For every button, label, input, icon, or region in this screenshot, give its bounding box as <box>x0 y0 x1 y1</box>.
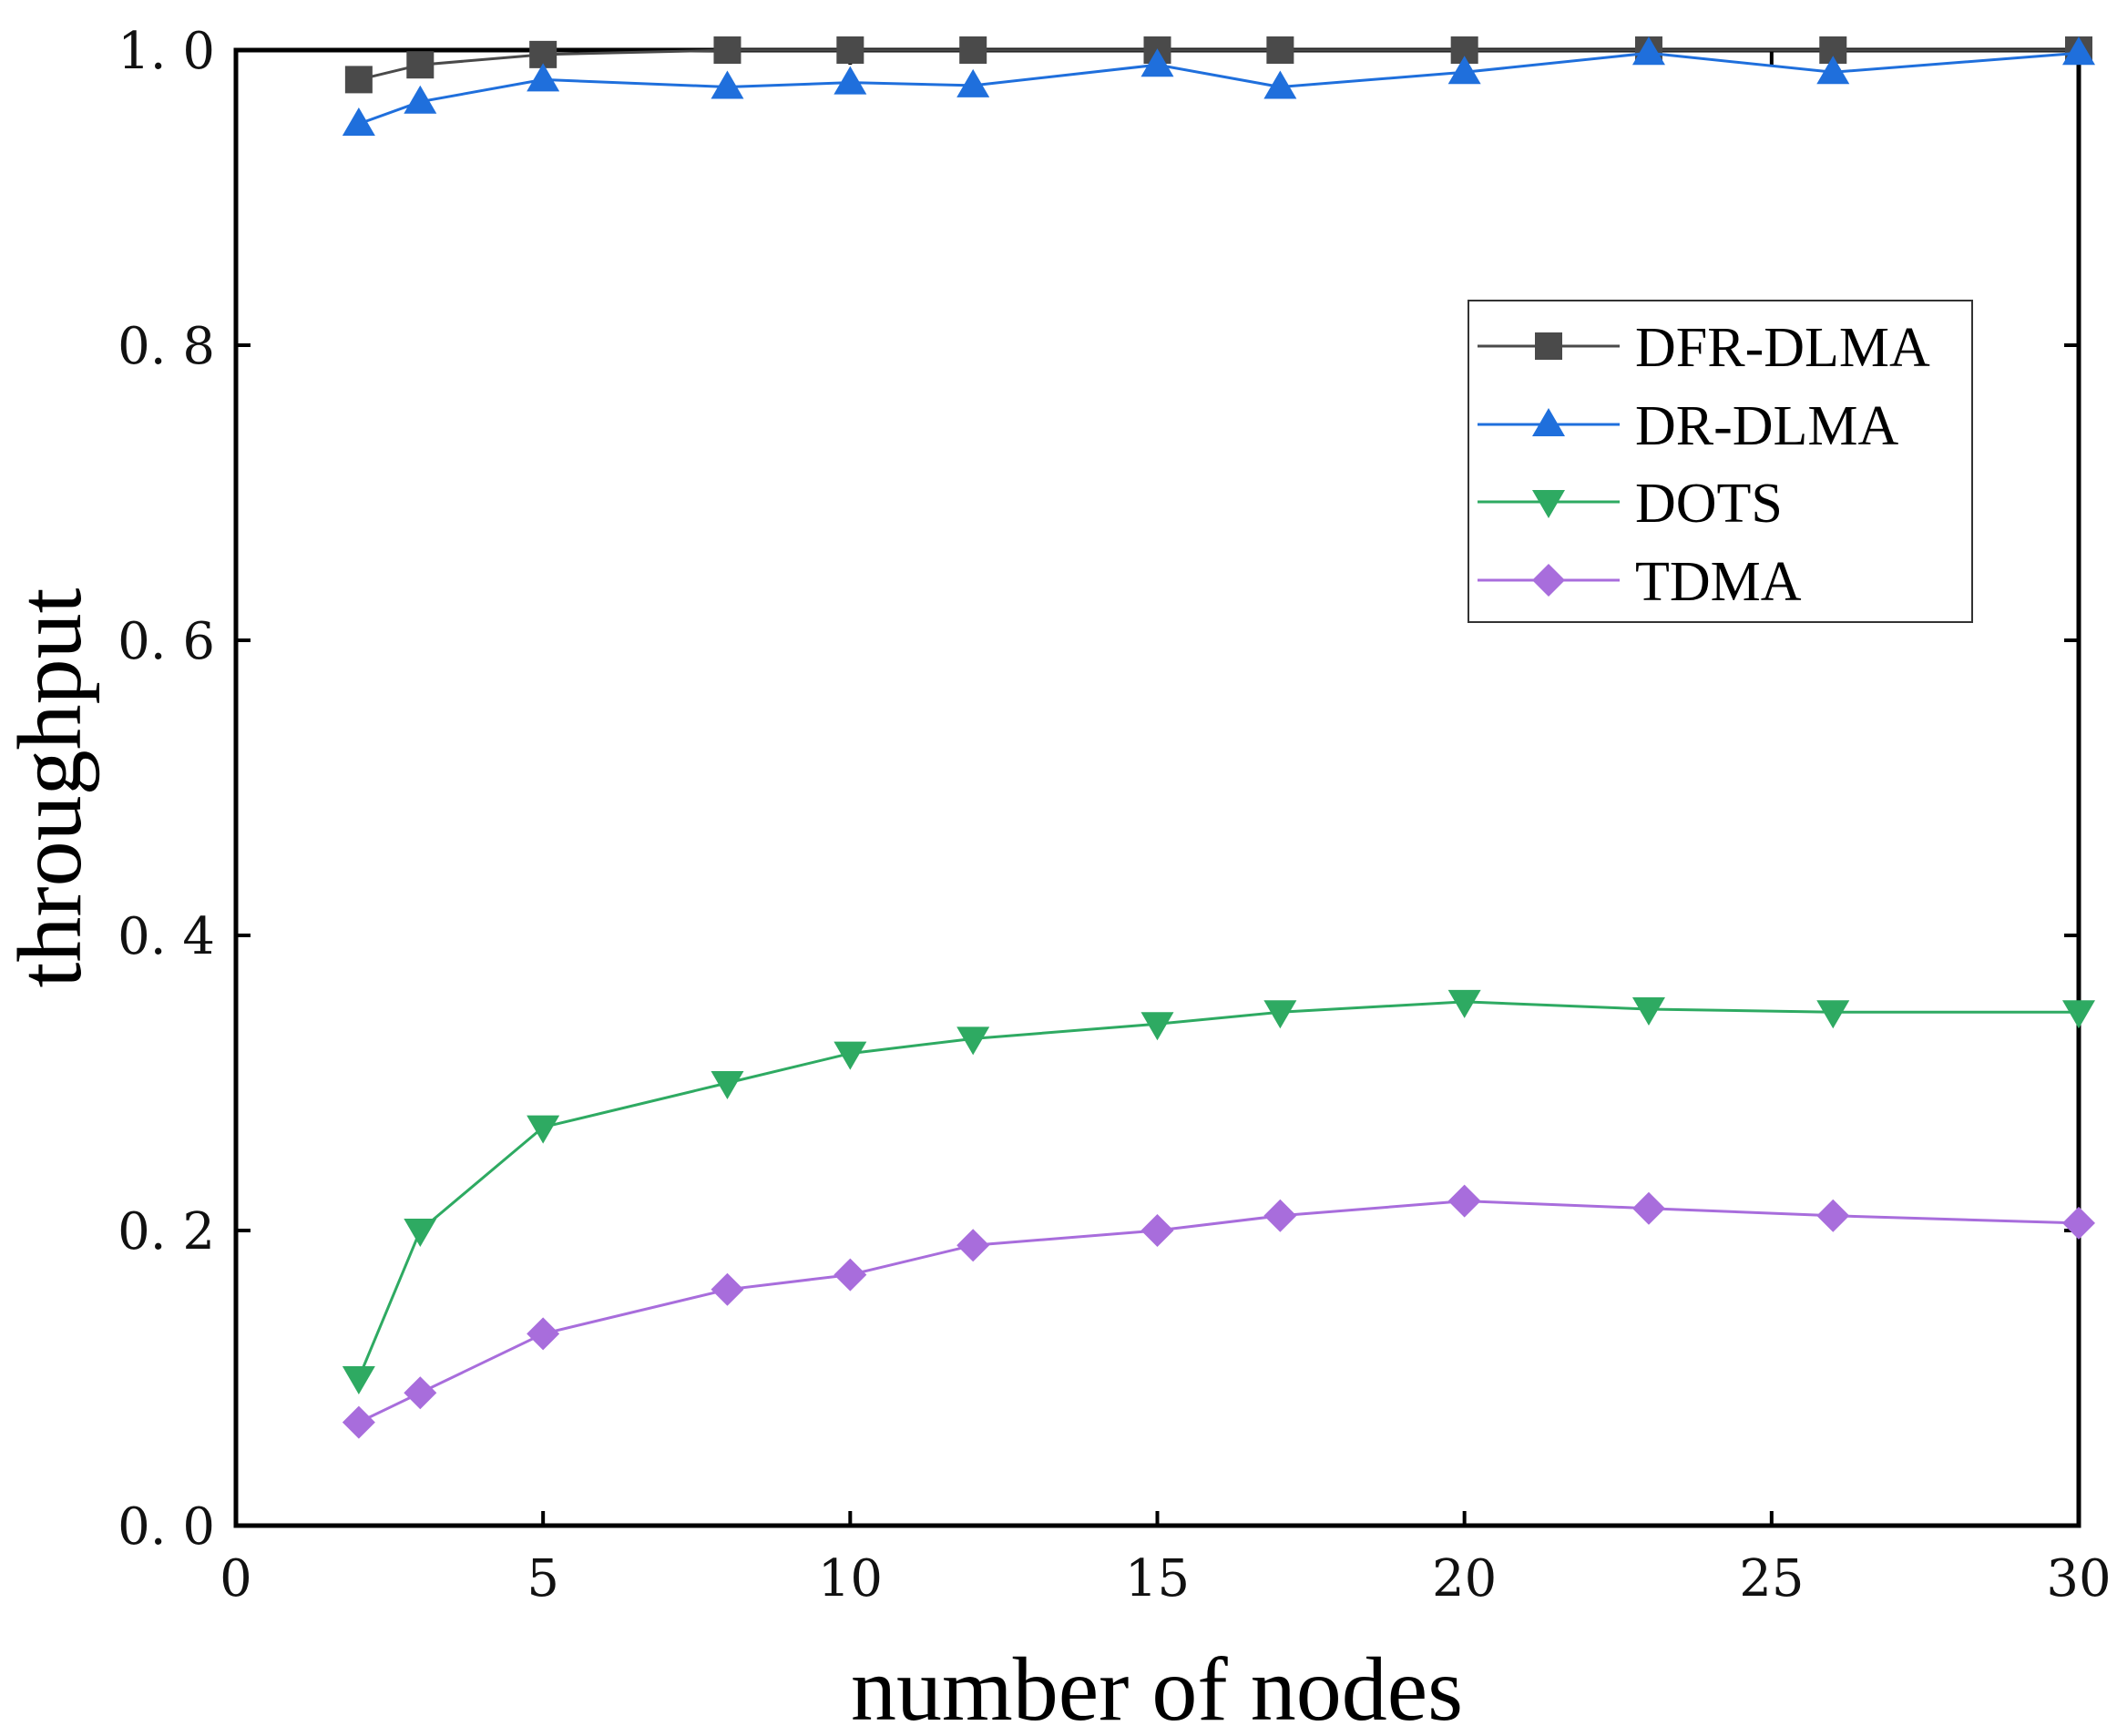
data-point-dots <box>1447 989 1481 1018</box>
data-point-dr-dlma <box>1140 48 1174 77</box>
x-tick-label: 5 <box>527 1549 559 1608</box>
data-point-dr-dlma <box>956 68 990 97</box>
y-tick-label: 0. 0 <box>118 1497 215 1557</box>
data-point-dfr-dlma <box>713 36 741 64</box>
data-point-dr-dlma <box>342 107 375 136</box>
y-tick-label: 0. 6 <box>118 612 215 671</box>
series-line-tdma <box>358 1200 2080 1424</box>
data-point-dots <box>342 1366 375 1394</box>
legend-marker-tdma <box>1532 564 1565 597</box>
plot-frame <box>233 47 2081 1528</box>
data-point-dr-dlma <box>711 70 744 99</box>
legend-marker-dots <box>1532 490 1565 518</box>
data-point-tdma <box>404 1376 437 1410</box>
data-point-tdma <box>1447 1184 1481 1218</box>
y-tick-label: 1. 0 <box>118 22 215 81</box>
x-tick-label: 15 <box>1125 1549 1190 1608</box>
data-point-tdma <box>1140 1214 1174 1247</box>
x-tick-label: 0 <box>220 1549 252 1608</box>
data-point-dfr-dlma <box>1266 36 1294 64</box>
y-axis-title: throughput <box>0 587 100 987</box>
data-point-tdma <box>1263 1199 1297 1232</box>
data-point-dfr-dlma <box>959 36 987 64</box>
x-tick-label: 20 <box>1432 1549 1497 1608</box>
data-point-tdma <box>711 1272 744 1306</box>
legend-label-dots: DOTS <box>1635 473 1783 535</box>
series-line-dr-dlma <box>358 51 2080 126</box>
data-point-dots <box>834 1041 867 1070</box>
data-point-dots <box>1631 997 1665 1026</box>
data-point-dr-dlma <box>1631 36 1665 66</box>
data-point-tdma <box>1631 1191 1665 1225</box>
data-point-dots <box>956 1026 990 1056</box>
data-point-dots <box>404 1219 437 1247</box>
legend-label-tdma: TDMA <box>1635 551 1802 613</box>
y-tick-label: 0. 8 <box>118 317 215 376</box>
series-dots <box>342 989 2095 1394</box>
y-axis-ticks: 0. 0 0. 2 0. 4 0. 6 0. 8 1. 0 <box>118 22 2079 1557</box>
data-point-dr-dlma <box>404 85 437 114</box>
data-point-tdma <box>527 1317 560 1351</box>
x-axis-ticks: 0 5 10 15 20 25 30 <box>220 50 2112 1608</box>
data-point-dots <box>1263 1000 1297 1029</box>
y-tick-label: 0. 4 <box>118 907 215 966</box>
x-tick-label: 25 <box>1739 1549 1804 1608</box>
data-point-tdma <box>956 1229 990 1262</box>
data-point-dr-dlma <box>1447 56 1481 85</box>
x-tick-label: 30 <box>2046 1549 2111 1608</box>
data-point-tdma <box>2062 1206 2095 1240</box>
legend-marker-dfr-dlma <box>1535 332 1562 360</box>
data-point-tdma <box>1816 1199 1850 1232</box>
data-point-tdma <box>342 1405 375 1439</box>
legend: DFR-DLMA DR-DLMA DOTS TDMA <box>1468 300 1973 623</box>
data-point-dr-dlma <box>527 63 560 92</box>
data-point-dfr-dlma <box>836 36 864 64</box>
series-dr-dlma <box>342 36 2095 136</box>
data-point-dr-dlma <box>1816 56 1850 85</box>
data-point-dots <box>527 1115 560 1144</box>
data-point-dr-dlma <box>834 66 867 95</box>
data-point-dots <box>1140 1012 1174 1041</box>
data-point-dots <box>711 1071 744 1099</box>
series-layer <box>342 36 2095 1439</box>
y-tick-label: 0. 2 <box>118 1202 215 1261</box>
data-point-dots <box>1816 1000 1850 1029</box>
data-point-dr-dlma <box>2062 36 2095 66</box>
x-tick-label: 10 <box>818 1549 883 1608</box>
x-axis-title: number of nodes <box>851 1639 1463 1736</box>
legend-label-dr-dlma: DR-DLMA <box>1635 395 1899 457</box>
data-point-dr-dlma <box>1263 70 1297 99</box>
data-point-tdma <box>834 1258 867 1292</box>
legend-marker-dr-dlma <box>1532 408 1565 436</box>
data-point-dfr-dlma <box>406 51 435 79</box>
data-point-dots <box>2062 1000 2095 1029</box>
series-line-dots <box>357 1000 2079 1379</box>
series-line-dfr-dlma <box>358 48 2079 81</box>
series-tdma <box>342 1184 2095 1439</box>
data-point-dfr-dlma <box>344 66 373 94</box>
legend-label-dfr-dlma: DFR-DLMA <box>1635 317 1930 379</box>
